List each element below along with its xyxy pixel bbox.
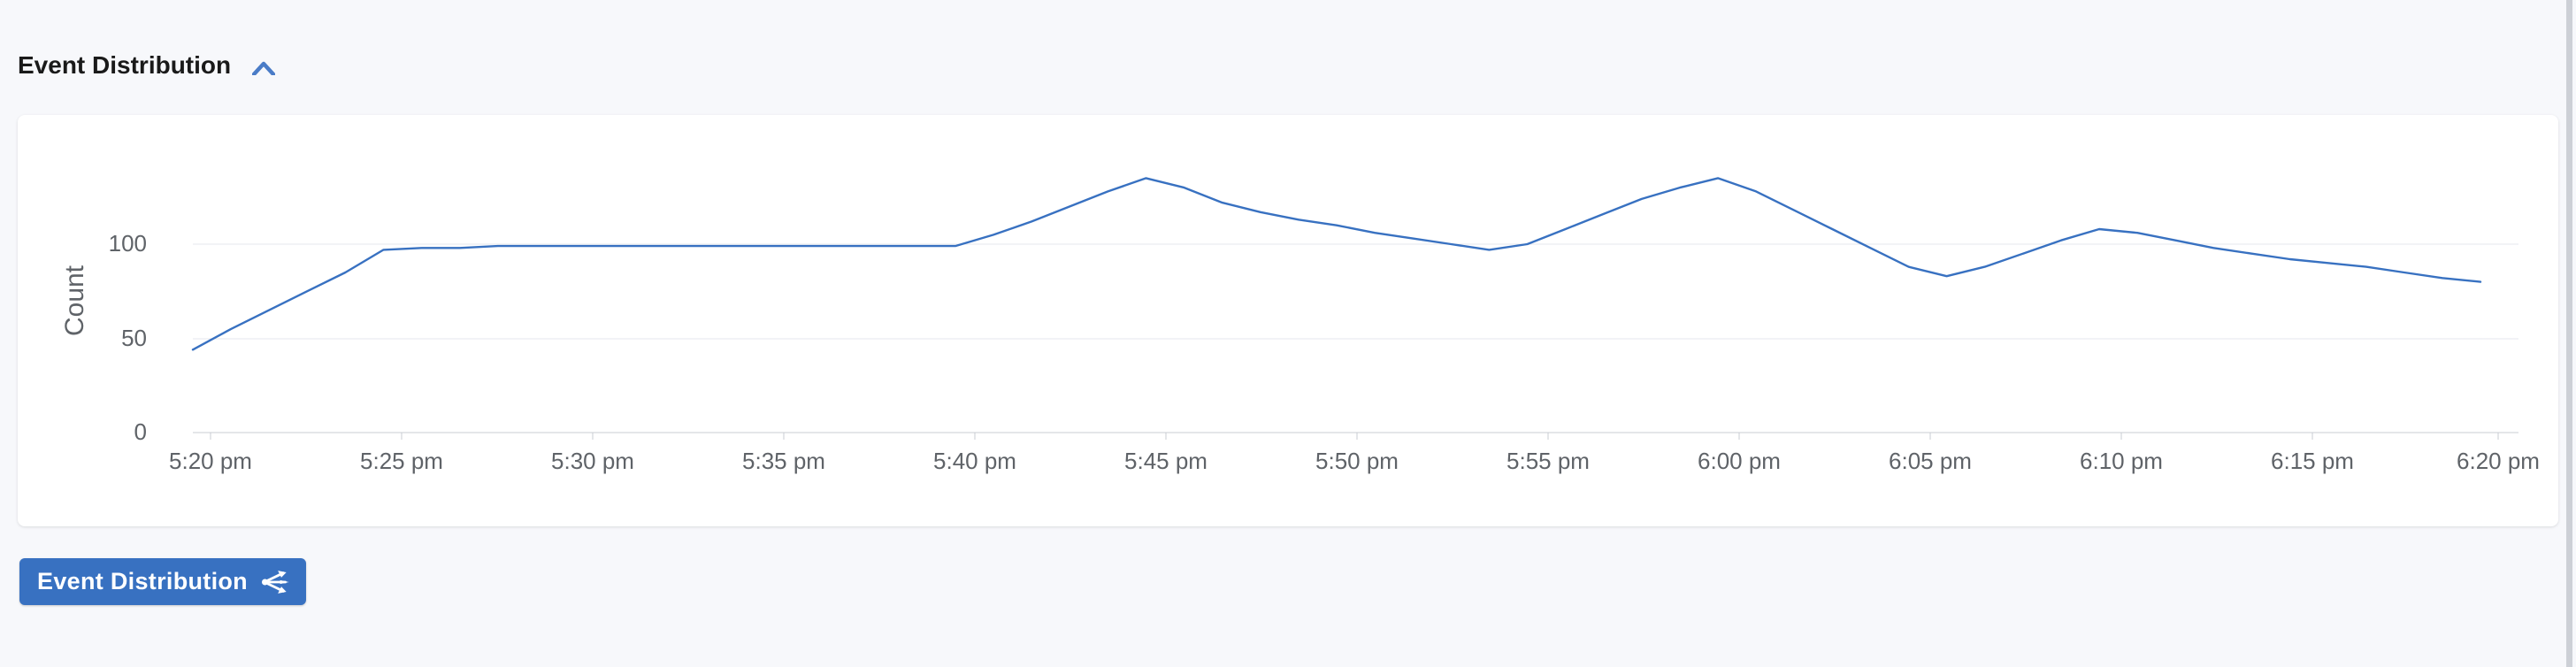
svg-text:5:20 pm: 5:20 pm xyxy=(169,448,252,474)
svg-text:6:10 pm: 6:10 pm xyxy=(2080,448,2163,474)
svg-text:5:50 pm: 5:50 pm xyxy=(1315,448,1399,474)
svg-text:Count: Count xyxy=(60,264,89,336)
svg-text:5:55 pm: 5:55 pm xyxy=(1506,448,1590,474)
svg-text:6:05 pm: 6:05 pm xyxy=(1889,448,1972,474)
svg-text:5:40 pm: 5:40 pm xyxy=(933,448,1016,474)
svg-text:5:45 pm: 5:45 pm xyxy=(1124,448,1208,474)
svg-text:5:35 pm: 5:35 pm xyxy=(742,448,825,474)
svg-text:100: 100 xyxy=(109,230,147,257)
svg-text:6:15 pm: 6:15 pm xyxy=(2271,448,2354,474)
svg-text:6:00 pm: 6:00 pm xyxy=(1698,448,1781,474)
svg-text:5:30 pm: 5:30 pm xyxy=(551,448,634,474)
svg-text:6:20 pm: 6:20 pm xyxy=(2457,448,2540,474)
svg-text:50: 50 xyxy=(121,325,147,351)
svg-text:5:25 pm: 5:25 pm xyxy=(360,448,443,474)
svg-text:0: 0 xyxy=(134,418,147,445)
